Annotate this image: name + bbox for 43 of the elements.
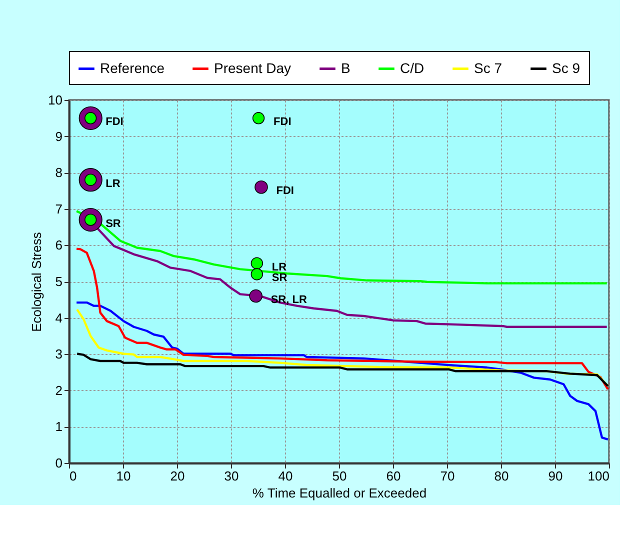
- x-tick-label: 50: [332, 468, 347, 484]
- point: [252, 112, 265, 124]
- annotation: SR: [272, 272, 288, 284]
- y-tick-label: 9: [55, 128, 62, 144]
- x-tick-label: 40: [278, 468, 293, 484]
- line-series: [75, 248, 610, 390]
- annotation: LR: [106, 178, 120, 190]
- legend-label: Present Day: [214, 60, 292, 76]
- x-tick-label: 60: [386, 468, 401, 484]
- y-tick-label: 2: [55, 382, 62, 398]
- y-tick-label: 6: [55, 238, 62, 253]
- y-tick-label: 3: [55, 346, 62, 362]
- legend-label: B: [341, 60, 350, 76]
- annotation: SR: [106, 218, 121, 230]
- x-tick-label: 70: [440, 468, 455, 484]
- annotation: LR: [272, 261, 287, 274]
- line-series: [76, 352, 610, 388]
- line-series: [75, 210, 608, 284]
- x-tick-label: 80: [494, 468, 509, 484]
- y-tick-label: 7: [55, 201, 62, 216]
- point: [250, 257, 264, 270]
- x-tick-label: 0: [70, 468, 77, 484]
- x-tick-label: 10: [116, 468, 131, 484]
- legend-label: Reference: [100, 60, 165, 76]
- x-axis-title: % Time Equalled or Exceeded: [252, 486, 427, 500]
- annotation: FDI: [274, 116, 292, 128]
- x-tick-label: 20: [170, 468, 185, 484]
- y-tick-label: 0: [55, 456, 62, 470]
- y-tick-label: 10: [48, 92, 62, 108]
- annotation: FDI: [276, 185, 294, 198]
- x-tick-label: 90: [548, 468, 563, 484]
- x-tick-label: 30: [224, 468, 239, 484]
- y-tick-label: 8: [55, 165, 62, 180]
- y-axis-title: Ecological Stress: [29, 232, 44, 332]
- y-tick-label: 1: [55, 419, 62, 434]
- legend-label: Sc 7: [474, 60, 502, 76]
- x-tick-label: 100: [588, 468, 610, 484]
- legend-label: C/D: [400, 60, 424, 76]
- legend-label: Sc 9: [552, 60, 580, 76]
- annotation: FDI: [106, 116, 124, 128]
- y-tick-label: 5: [55, 274, 62, 289]
- point: [250, 268, 264, 280]
- y-tick-label: 4: [55, 310, 62, 326]
